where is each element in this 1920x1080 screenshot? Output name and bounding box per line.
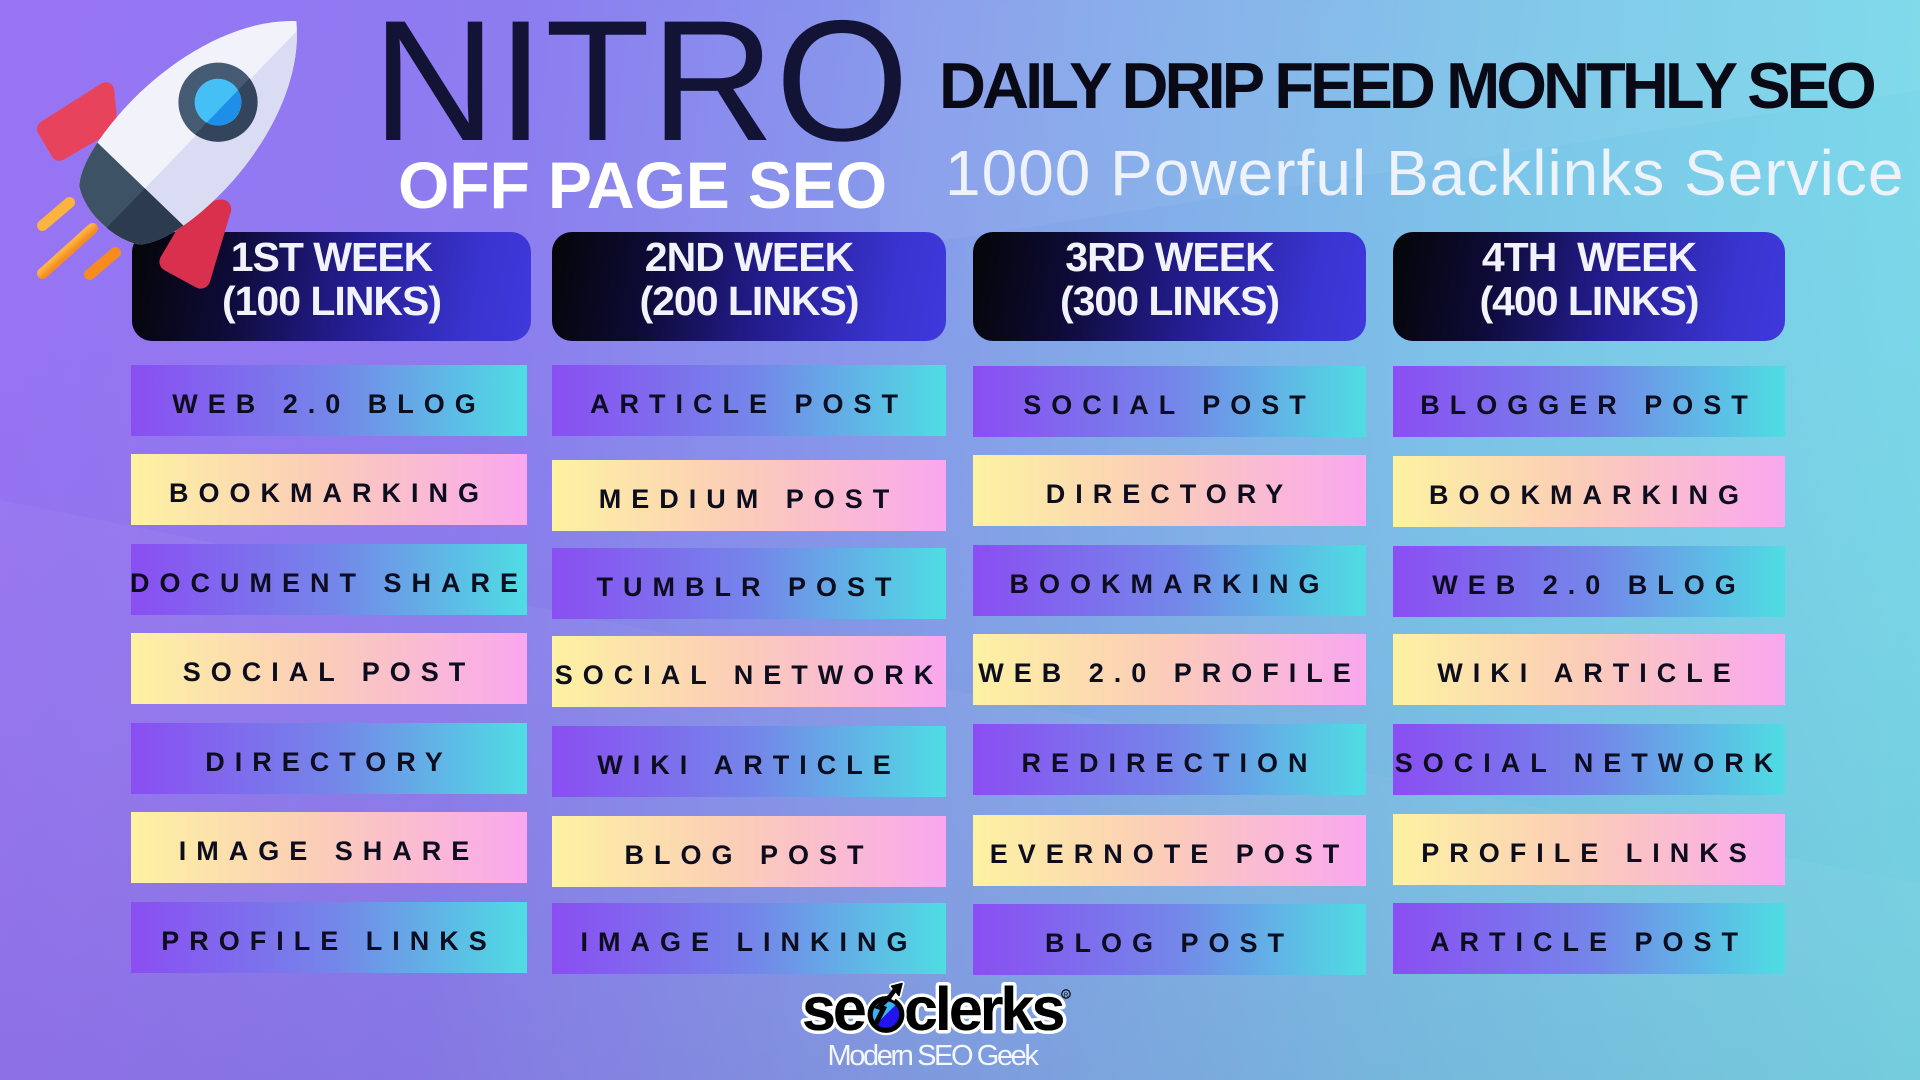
svg-text:se: se: [802, 975, 865, 1043]
svg-text:se: se: [802, 975, 865, 1043]
svg-text:clerks: clerks: [904, 975, 1063, 1043]
svg-text:clerks: clerks: [904, 975, 1063, 1043]
svg-text:R: R: [1064, 992, 1069, 999]
